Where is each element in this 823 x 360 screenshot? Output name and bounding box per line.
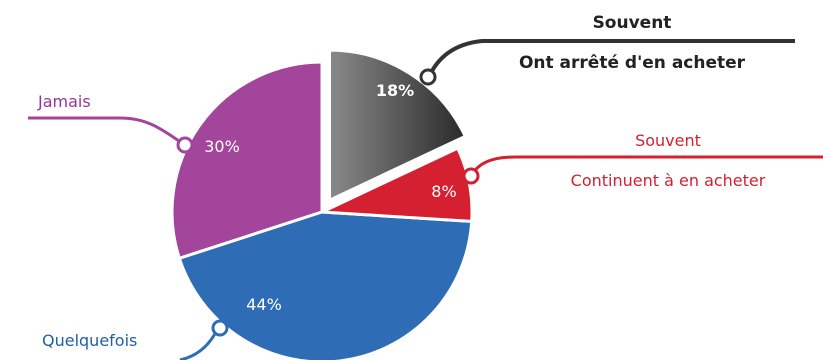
- legend-souvent-continuent-line2: Continuent à en acheter: [571, 171, 766, 190]
- pct-label-jamais: 30%: [204, 137, 240, 156]
- slice-quelquefois: [177, 210, 474, 360]
- slice-jamais: [170, 60, 324, 261]
- leader-anchor-souvent-arrete: [419, 68, 437, 86]
- leader-anchor-souvent-continuent: [462, 167, 480, 185]
- legend-souvent-arrete-line2: Ont arrêté d'en acheter: [519, 53, 746, 73]
- leader-anchor-jamais: [176, 136, 194, 154]
- legend-quelquefois: Quelquefois: [42, 331, 137, 350]
- leader-jamais: [28, 116, 186, 147]
- pct-label-souvent-continuent: 8%: [431, 182, 456, 201]
- legend-souvent-arrete-line1: Souvent: [593, 13, 672, 33]
- slice-souvent-arrete: [328, 48, 468, 203]
- leader-anchor-quelquefois: [211, 319, 229, 337]
- pct-label-souvent-arrete: 18%: [376, 81, 414, 100]
- legend-jamais: Jamais: [37, 92, 91, 111]
- pct-label-quelquefois: 44%: [246, 295, 282, 314]
- leader-quelquefois: [179, 327, 220, 360]
- legend-souvent-continuent-line1: Souvent: [635, 131, 701, 150]
